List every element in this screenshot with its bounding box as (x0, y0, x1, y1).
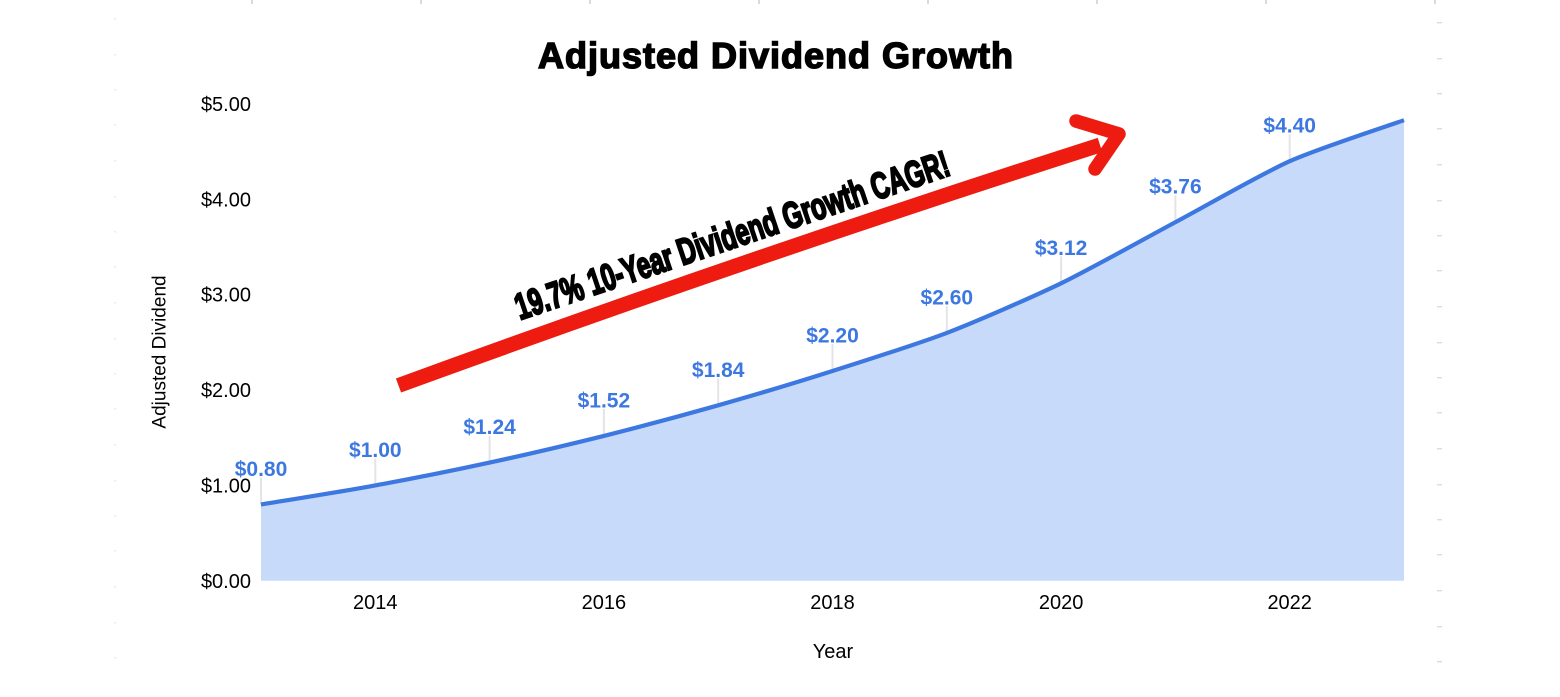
svg-text:$0.00: $0.00 (201, 571, 251, 593)
svg-text:2016: 2016 (582, 592, 627, 614)
svg-text:$4.00: $4.00 (201, 189, 251, 211)
svg-text:$3.12: $3.12 (1035, 237, 1088, 260)
svg-text:$2.00: $2.00 (201, 380, 251, 402)
svg-text:$2.60: $2.60 (921, 286, 974, 309)
svg-text:$0.80: $0.80 (235, 458, 288, 481)
svg-text:Year: Year (813, 641, 854, 663)
svg-text:2020: 2020 (1039, 592, 1084, 614)
svg-text:$3.76: $3.76 (1149, 176, 1202, 199)
svg-text:$3.00: $3.00 (201, 285, 251, 307)
svg-text:$1.00: $1.00 (201, 475, 251, 497)
svg-text:2014: 2014 (353, 592, 398, 614)
svg-text:Adjusted Dividend: Adjusted Dividend (150, 275, 171, 428)
svg-text:$5.00: $5.00 (201, 94, 251, 116)
svg-text:$1.84: $1.84 (692, 359, 745, 382)
svg-text:Adjusted Dividend Growth: Adjusted Dividend Growth (538, 35, 1014, 76)
svg-text:$1.24: $1.24 (463, 416, 516, 439)
svg-text:$4.40: $4.40 (1263, 115, 1316, 138)
svg-text:2018: 2018 (810, 592, 855, 614)
svg-text:2022: 2022 (1267, 592, 1312, 614)
svg-text:$2.20: $2.20 (806, 325, 859, 348)
svg-text:$1.52: $1.52 (578, 389, 631, 412)
svg-text:$1.00: $1.00 (349, 439, 402, 462)
